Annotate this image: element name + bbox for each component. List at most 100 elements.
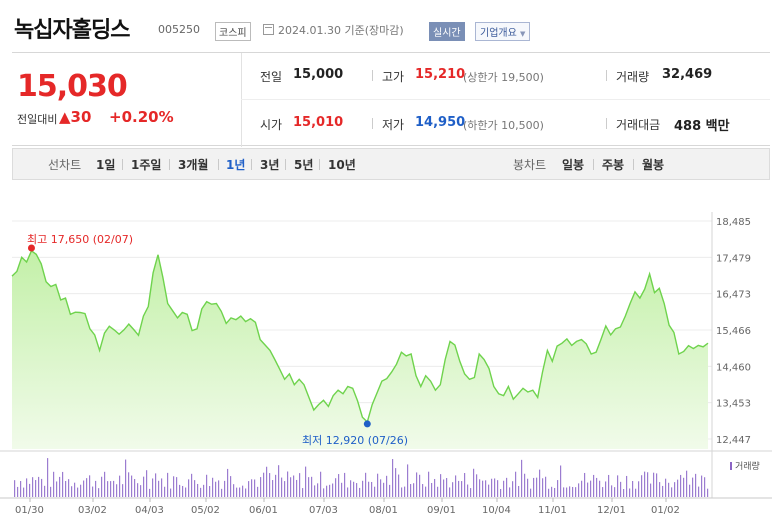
- volume-bar: [665, 478, 667, 497]
- company-overview-button[interactable]: 기업개요 ▼: [475, 22, 531, 41]
- volume-bar: [674, 482, 676, 497]
- x-tick-label: 01/30: [15, 505, 44, 516]
- volume-bar: [446, 478, 448, 497]
- volume-bar: [605, 481, 607, 497]
- tab-10y[interactable]: 10년: [328, 158, 356, 172]
- divider: [606, 118, 607, 129]
- volume-bar: [491, 478, 493, 497]
- volume-bar: [332, 483, 334, 497]
- volume-bar: [125, 459, 127, 497]
- tab-monthly[interactable]: 월봉: [642, 158, 665, 172]
- volume-bar: [308, 477, 310, 497]
- volume-bar: [482, 480, 484, 497]
- volume-bar: [584, 472, 586, 497]
- volume-bar: [224, 480, 226, 497]
- tab-weekly[interactable]: 주봉: [602, 158, 625, 172]
- volume-bar: [692, 477, 694, 497]
- volume-bar: [14, 480, 16, 497]
- tab-1w[interactable]: 1주일: [131, 158, 162, 172]
- volume-bar: [281, 477, 283, 497]
- volume-bar: [545, 476, 547, 497]
- volume-bar: [518, 485, 520, 497]
- high-label: 고가: [382, 70, 405, 84]
- volume-bar: [476, 474, 478, 497]
- divider: [122, 159, 123, 170]
- volume-legend: 거래량: [730, 459, 760, 472]
- tab-1d[interactable]: 1일: [96, 158, 116, 172]
- volume-bar: [137, 483, 139, 497]
- volume-bar: [668, 482, 670, 497]
- divider: [372, 70, 373, 81]
- volume-bar: [203, 484, 205, 497]
- volume-bar: [395, 468, 397, 497]
- volume-bar: [179, 484, 181, 497]
- volume-bar: [110, 481, 112, 497]
- volume-bar: [464, 473, 466, 497]
- high-annotation: 최고 17,650 (02/07): [27, 233, 134, 246]
- divider: [319, 159, 320, 170]
- tab-3y[interactable]: 3년: [260, 158, 280, 172]
- volume-bar: [455, 475, 457, 497]
- volume-bar: [557, 480, 559, 497]
- amount-label: 거래대금: [616, 118, 661, 132]
- volume-bar: [104, 471, 106, 497]
- volume-bar: [599, 480, 601, 497]
- volume-bar: [434, 478, 436, 497]
- upper-limit: (상한가 19,500): [463, 71, 544, 84]
- volume-bar: [359, 487, 361, 497]
- volume-bar: [374, 486, 376, 497]
- volume-bar: [329, 484, 331, 497]
- volume-bar: [362, 480, 364, 497]
- volume-bar: [35, 480, 37, 497]
- volume-bar: [146, 470, 148, 497]
- volume-bar: [344, 472, 346, 497]
- divider: [241, 99, 770, 100]
- volume-bar: [548, 488, 550, 497]
- volume-bar: [659, 482, 661, 497]
- volume-bar: [500, 488, 502, 497]
- volume-bar: [149, 488, 151, 497]
- volume-bar: [98, 488, 100, 497]
- volume-bar: [185, 487, 187, 497]
- realtime-button[interactable]: 실시간: [429, 22, 465, 41]
- volume-bar: [626, 475, 628, 497]
- volume-bar: [425, 486, 427, 497]
- volume-bar: [473, 468, 475, 497]
- volume-bar: [656, 473, 658, 497]
- tab-3m[interactable]: 3개월: [178, 158, 209, 172]
- chevron-down-icon: ▼: [520, 30, 526, 38]
- volume-bar: [677, 479, 679, 497]
- volume-bar: [383, 482, 385, 497]
- volume-bar: [512, 481, 514, 497]
- tab-daily[interactable]: 일봉: [562, 158, 585, 172]
- volume-bar: [266, 466, 268, 497]
- x-tick-label: 08/01: [369, 505, 398, 516]
- volume-bar: [368, 481, 370, 497]
- volume-bar: [602, 487, 604, 497]
- volume-bar: [551, 486, 553, 497]
- market-badge: 코스피: [215, 22, 251, 41]
- volume-bar: [563, 487, 565, 497]
- volume-bar: [461, 481, 463, 497]
- volume-bar: [233, 484, 235, 497]
- volume-bar: [38, 476, 40, 497]
- price-summary: 15,030 전일대비 ▲30 +0.20% 전일 15,000 고가 15,2…: [12, 52, 770, 147]
- y-tick-label: 12,447: [716, 435, 751, 446]
- volume-bar: [161, 478, 163, 497]
- volume-bar: [113, 480, 115, 497]
- volume-bar: [128, 472, 130, 497]
- volume-bar: [641, 475, 643, 497]
- volume-bar: [704, 477, 706, 497]
- volume-bar: [305, 466, 307, 497]
- change-amount: ▲30: [59, 108, 92, 126]
- volume-bar: [119, 475, 121, 497]
- tab-1y[interactable]: 1년: [226, 158, 246, 172]
- volume-bar: [20, 481, 22, 497]
- volume-bar: [341, 482, 343, 497]
- volume-bar: [131, 475, 133, 497]
- tab-5y[interactable]: 5년: [294, 158, 314, 172]
- volume-bar: [614, 487, 616, 497]
- volume-bar: [260, 477, 262, 497]
- volume-bar: [542, 478, 544, 497]
